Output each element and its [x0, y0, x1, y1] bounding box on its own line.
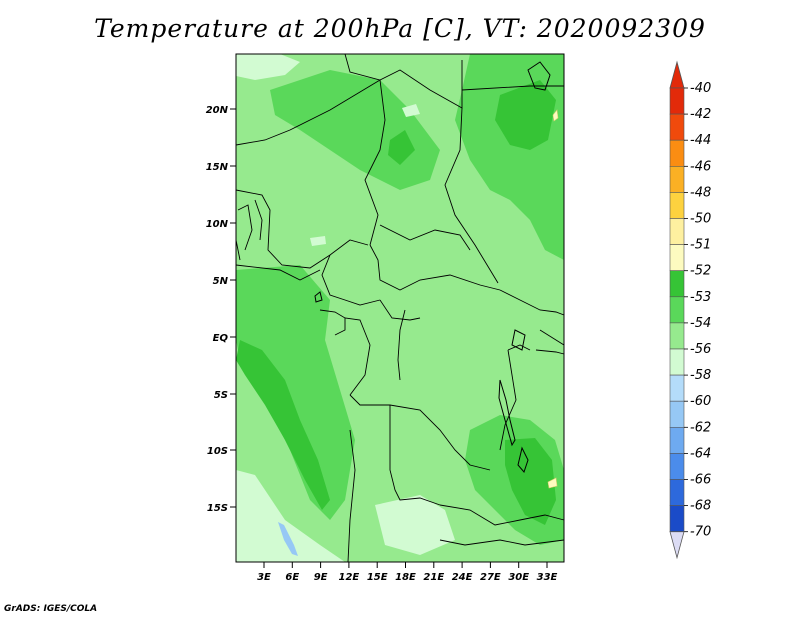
colorbar-label: -52: [690, 264, 711, 279]
contour-region-52-west-coast: [236, 265, 355, 520]
colorbar-swatch: [669, 322, 685, 350]
contour-region-54-southwest: [236, 470, 345, 562]
latitude-axis: 20N 15N 10N 5N EQ 5S 10S 15S: [206, 105, 236, 514]
map-title: Temperature at 200hPa [C], VT: 202009230…: [94, 14, 706, 43]
colorbar-swatch: [669, 374, 685, 402]
colorbar: -40 -42 -44 -46 -48 -50 -51 -52 -53 -54 -56 -58 -60 -…: [669, 60, 711, 560]
contour-region-51-west-coast-core: [236, 340, 330, 510]
colorbar-label: -42: [690, 107, 711, 122]
contour-region-54-small-north: [402, 104, 420, 117]
colorbar-label: -44: [690, 133, 711, 148]
colorbar-swatch: [669, 192, 685, 219]
map-panel: [235, 53, 565, 563]
contour-region-54-small-center: [310, 236, 326, 246]
colorbar-swatch: [669, 218, 685, 245]
colorbar-label: -48: [690, 185, 711, 200]
lat-label: 10S: [207, 446, 228, 457]
colorbar-label: -51: [690, 238, 711, 253]
contour-region-56-lake: [278, 522, 298, 556]
colorbar-label: -58: [690, 368, 711, 383]
contour-region-54-northwest: [236, 54, 300, 80]
contour-region-51-southeast-core: [505, 438, 556, 525]
colorbar-label: -60: [690, 394, 711, 409]
lon-label: 3E: [257, 572, 271, 583]
colorbar-swatch: [669, 479, 685, 506]
colorbar-label: -50: [690, 212, 711, 227]
colorbar-label: -62: [690, 420, 711, 435]
lon-label: 18E: [395, 572, 416, 583]
lat-label: 5N: [213, 276, 229, 287]
lon-label: 24E: [452, 572, 473, 583]
colorbar-label: -68: [690, 499, 711, 514]
colorbar-label: -64: [690, 446, 711, 461]
lon-label: 30E: [508, 572, 529, 583]
colorbar-top-triangle: [669, 60, 685, 89]
colorbar-swatch: [669, 139, 685, 167]
colorbar-swatch: [669, 166, 685, 193]
yellow-spot-northeast: [552, 109, 559, 122]
colorbar-swatch: [669, 453, 685, 480]
lat-label: 15N: [206, 162, 229, 173]
map-frame: [235, 53, 565, 563]
colorbar-swatch: [669, 113, 685, 141]
contour-region-54-south: [375, 495, 455, 555]
colorbar-swatch: [669, 87, 685, 115]
colorbar-swatch: [669, 505, 685, 533]
lat-label: 20N: [206, 105, 229, 116]
lat-label: EQ: [213, 333, 229, 344]
lake-outlines: [314, 61, 551, 473]
lat-label: 15S: [207, 503, 228, 514]
colorbar-label: -40: [690, 81, 711, 96]
lon-label: 12E: [339, 572, 360, 583]
colorbar-swatch: [669, 400, 685, 428]
colorbar-bottom-triangle: [669, 531, 685, 560]
lon-label: 21E: [423, 572, 444, 583]
grads-credit: GrADS: IGES/COLA: [4, 604, 98, 614]
colorbar-label: -66: [690, 473, 711, 488]
lat-label: 5S: [214, 390, 228, 401]
lon-label: 6E: [285, 572, 299, 583]
colorbar-label: -54: [690, 316, 711, 331]
country-borders: [235, 53, 565, 563]
colorbar-swatch: [669, 270, 685, 298]
lat-label: 10N: [206, 219, 229, 230]
longitude-axis: 3E 6E 9E 12E 15E 18E 21E 24E 27E 30E 33E: [257, 562, 558, 583]
colorbar-label: -46: [690, 159, 711, 174]
yellow-spot-southeast: [547, 477, 558, 489]
colorbar-swatch: [669, 244, 685, 272]
colorbar-swatch: [669, 348, 685, 376]
contour-region-51-north-spot: [388, 130, 415, 165]
colorbar-swatch: [669, 426, 685, 454]
colorbar-label: -56: [690, 342, 711, 357]
lon-label: 15E: [367, 572, 388, 583]
lon-label: 33E: [537, 572, 558, 583]
contour-region-51-northeast-core: [495, 80, 556, 150]
lon-label: 27E: [480, 572, 501, 583]
colorbar-swatch: [669, 296, 685, 324]
colorbar-label: -70: [690, 525, 711, 540]
lon-label: 9E: [314, 572, 328, 583]
colorbar-label: -53: [690, 290, 711, 305]
